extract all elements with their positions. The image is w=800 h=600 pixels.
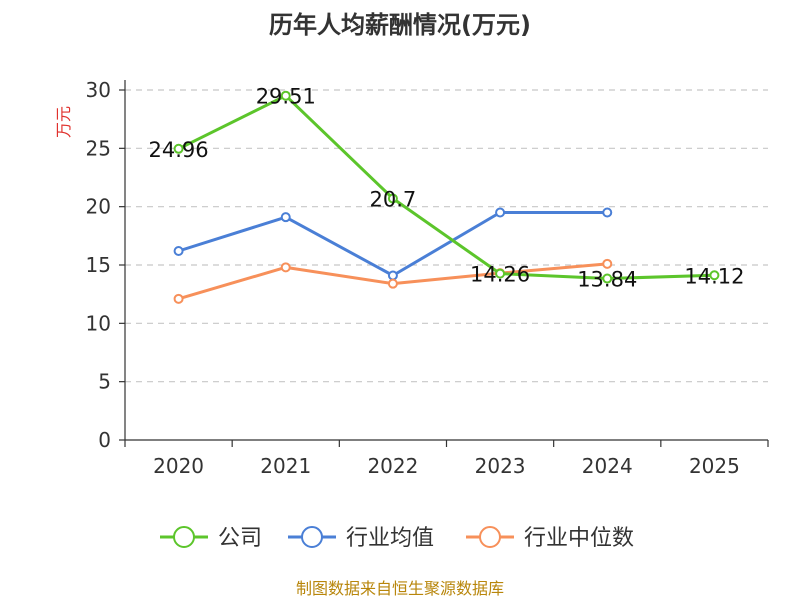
data-point xyxy=(173,143,184,154)
data-label: 14.12 xyxy=(684,264,744,288)
data-point xyxy=(173,293,184,304)
data-point xyxy=(387,270,398,281)
legend-marker xyxy=(173,526,195,548)
y-tick-label: 0 xyxy=(98,428,111,452)
x-tick-label: 2024 xyxy=(582,454,633,478)
data-point xyxy=(602,207,613,218)
grid-lines xyxy=(125,89,768,383)
x-tick-label: 2021 xyxy=(260,454,311,478)
legend-marker xyxy=(479,526,501,548)
legend-item: 行业均值 xyxy=(288,526,434,551)
data-point xyxy=(495,268,506,279)
data-label: 24.96 xyxy=(149,138,209,162)
y-tick-label: 25 xyxy=(86,136,111,160)
chart-title: 历年人均薪酬情况(万元) xyxy=(269,11,531,39)
data-point xyxy=(280,262,291,273)
data-label: 29.51 xyxy=(256,85,316,109)
x-tick-label: 2022 xyxy=(367,454,418,478)
series-line xyxy=(178,211,608,277)
legend-label: 行业中位数 xyxy=(524,526,634,551)
data-point xyxy=(602,258,613,269)
data-labels: 24.96 29.51 20.7 14.26 13.84 14.12 xyxy=(149,85,745,292)
legend-label: 公司 xyxy=(218,526,262,551)
y-tick-label: 15 xyxy=(86,253,111,277)
series-group xyxy=(173,90,720,304)
data-label: 20.7 xyxy=(370,188,417,212)
data-point xyxy=(173,246,184,256)
x-tick-label: 2023 xyxy=(475,454,526,478)
legend-label: 行业均值 xyxy=(346,526,434,551)
legend-item: 行业中位数 xyxy=(466,526,634,551)
data-point xyxy=(709,270,720,281)
source-note: 制图数据来自恒生聚源数据库 xyxy=(296,579,504,598)
data-point xyxy=(387,278,398,289)
series-line xyxy=(177,94,715,281)
legend-item: 公司 xyxy=(160,526,262,551)
x-tick-label: 2020 xyxy=(153,454,204,478)
data-point xyxy=(280,212,291,223)
y-tick-label: 20 xyxy=(86,195,111,219)
legend-marker xyxy=(301,526,323,548)
x-tick-label: 2025 xyxy=(689,454,740,478)
data-point xyxy=(280,90,291,101)
data-point xyxy=(495,207,506,218)
y-tick-label: 5 xyxy=(98,370,111,394)
legend: 公司 行业均值 行业中位数 xyxy=(160,526,634,551)
y-tick-label: 10 xyxy=(86,311,111,335)
y-tick-label: 30 xyxy=(86,78,111,102)
data-label: 13.84 xyxy=(577,268,637,292)
y-axis-label: 万元 xyxy=(54,106,73,138)
data-point xyxy=(602,273,613,284)
data-label: 14.26 xyxy=(470,263,530,287)
data-point xyxy=(387,193,398,204)
